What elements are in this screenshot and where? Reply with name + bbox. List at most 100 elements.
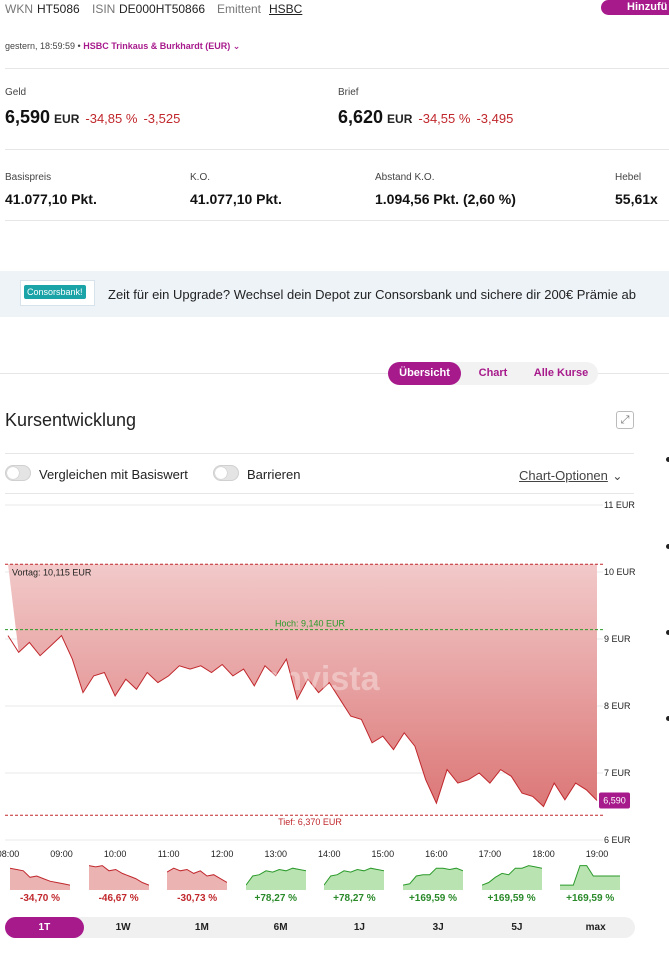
brief-value: 6,620 bbox=[338, 107, 384, 127]
mini-chart-graph bbox=[481, 865, 542, 890]
geld-value: 6,590 bbox=[5, 107, 51, 127]
mini-line bbox=[167, 867, 228, 883]
mini-chart-4[interactable]: +78,27 % bbox=[319, 862, 389, 904]
exchange-select[interactable]: HSBC Trinkaus & Burkhardt (EUR) ⌄ bbox=[83, 41, 241, 51]
brief-label: Brief bbox=[338, 87, 359, 98]
barriers-toggle[interactable] bbox=[213, 465, 239, 481]
price-line bbox=[7, 634, 598, 808]
mini-area bbox=[10, 868, 70, 890]
range-1m[interactable]: 1M bbox=[194, 922, 209, 933]
x-tick-label: 17:00 bbox=[479, 849, 502, 859]
mini-chart-1[interactable]: -46,67 % bbox=[84, 862, 154, 904]
mini-chart-change: -46,67 % bbox=[98, 893, 139, 904]
add-button[interactable]: Hinzufü bbox=[601, 0, 669, 15]
divider bbox=[598, 373, 669, 374]
divider bbox=[5, 68, 669, 69]
price-chart[interactable]: 6 EUR 7 EUR 8 EUR 9 EUR 10 EUR 11 EUR onvista… bbox=[0, 495, 640, 862]
mini-chart-graph bbox=[167, 867, 228, 890]
side-bullet bbox=[666, 630, 669, 635]
last-price-label: 6,590 bbox=[603, 795, 626, 805]
mini-chart-2[interactable]: -30,73 % bbox=[162, 862, 232, 904]
y-tick-label: 8 EUR bbox=[604, 701, 631, 711]
compare-toggle-label: Vergleichen mit Basiswert bbox=[39, 467, 188, 482]
price-area bbox=[8, 564, 597, 807]
mini-chart-change: -30,73 % bbox=[177, 893, 218, 904]
stat-value-basispreis: 41.077,10 Pkt. bbox=[5, 191, 97, 207]
instrument-id-bar: WKN HT5086 ISIN DE000HT50866 Emittent HS… bbox=[0, 0, 669, 20]
last-price-badge bbox=[599, 792, 630, 809]
mini-chart-change: +169,59 % bbox=[408, 893, 458, 904]
stat-label-basispreis: Basispreis bbox=[5, 172, 52, 183]
chevron-down-icon: ⌄ bbox=[612, 469, 623, 483]
mini-chart-graph bbox=[88, 865, 149, 890]
range-5j[interactable]: 5J bbox=[511, 922, 523, 933]
mini-area bbox=[167, 868, 228, 890]
range-1j[interactable]: 1J bbox=[353, 922, 365, 933]
stat-label-abstand: Abstand K.O. bbox=[375, 172, 435, 183]
emittent-label: Emittent bbox=[217, 2, 262, 16]
mini-chart-7[interactable]: +169,59 % bbox=[555, 862, 625, 904]
range-3j[interactable]: 3J bbox=[432, 922, 444, 933]
tab-uebersicht[interactable]: Übersicht bbox=[388, 362, 461, 385]
consorsbank-logo: Consorsbank! bbox=[20, 280, 95, 306]
mini-line bbox=[324, 867, 385, 886]
stat-label-hebel: Hebel bbox=[615, 172, 642, 183]
x-tick-label: 10:00 bbox=[104, 849, 127, 859]
mini-chart-change: -34,70 % bbox=[19, 893, 61, 904]
y-tick-label: 6 EUR bbox=[604, 835, 631, 845]
geld-label: Geld bbox=[5, 87, 27, 98]
x-tick-label: 09:00 bbox=[50, 849, 73, 859]
emittent-link[interactable]: HSBC bbox=[269, 2, 303, 16]
wkn-label: WKN bbox=[5, 2, 33, 16]
compare-toggle[interactable] bbox=[5, 465, 31, 481]
mini-line bbox=[10, 867, 70, 886]
mini-chart-graph bbox=[560, 865, 621, 890]
range-selector: 1T 1W 1M 6M 1J 3J 5J max bbox=[5, 917, 635, 938]
range-1t[interactable]: 1T bbox=[5, 917, 84, 938]
quote-time: gestern, 18:59:59 • bbox=[5, 41, 81, 51]
tab-chart[interactable]: Chart bbox=[478, 367, 508, 379]
tab-alle-kurse[interactable]: Alle Kurse bbox=[533, 367, 589, 379]
brief-change-pct: -34,55 % bbox=[418, 111, 471, 126]
mini-line bbox=[481, 865, 542, 886]
geld-change-abs: -3,525 bbox=[143, 111, 181, 126]
geld-currency: EUR bbox=[54, 112, 80, 126]
mini-chart-5[interactable]: +169,59 % bbox=[398, 862, 468, 904]
chart-options-link[interactable]: Chart-Optionen ⌄ bbox=[519, 468, 623, 483]
expand-icon[interactable]: ⤢ bbox=[616, 411, 634, 429]
mini-line bbox=[245, 867, 306, 886]
mini-chart-6[interactable]: +169,59 % bbox=[477, 862, 547, 904]
mini-chart-graph bbox=[245, 867, 306, 890]
stat-value-hebel: 55,61x bbox=[615, 191, 658, 207]
mini-chart-graph bbox=[403, 867, 463, 890]
x-tick-label: 12:00 bbox=[211, 849, 234, 859]
mini-line bbox=[88, 865, 149, 886]
range-1w[interactable]: 1W bbox=[115, 922, 131, 933]
x-tick-label: 15:00 bbox=[372, 849, 395, 859]
range-6m[interactable]: 6M bbox=[273, 922, 288, 933]
section-title: Kursentwicklung bbox=[5, 410, 137, 430]
promo-banner[interactable]: Consorsbank! Zeit für ein Upgrade? Wechs… bbox=[0, 271, 669, 317]
range-max[interactable]: max bbox=[585, 922, 606, 933]
mini-line bbox=[403, 867, 463, 886]
x-tick-label: 14:00 bbox=[318, 849, 341, 859]
mini-chart-0[interactable]: -34,70 % bbox=[5, 862, 75, 904]
divider bbox=[5, 493, 634, 494]
watermark: onvista bbox=[260, 660, 380, 698]
x-tick-label: 18:00 bbox=[532, 849, 555, 859]
y-tick-label: 10 EUR bbox=[604, 567, 636, 577]
previous-close-line-label: Vortag: 10,115 EUR bbox=[12, 567, 92, 577]
mini-chart-change: +169,59 % bbox=[487, 893, 536, 904]
isin-label: ISIN bbox=[92, 2, 116, 16]
mini-area bbox=[560, 865, 621, 890]
high-line-label: Hoch: 9,140 EUR bbox=[275, 619, 346, 629]
mini-area bbox=[245, 868, 306, 890]
geld-change-pct: -34,85 % bbox=[85, 111, 138, 126]
isin-value: DE000HT50866 bbox=[119, 2, 206, 16]
period-mini-charts: -34,70 % -46,67 % -30,73 % +78,27 % +78,27 %… bbox=[5, 862, 635, 910]
side-bullet bbox=[666, 544, 669, 549]
mini-chart-3[interactable]: +78,27 % bbox=[241, 862, 311, 904]
x-tick-label: 11:00 bbox=[158, 849, 180, 859]
y-tick-label: 11 EUR bbox=[604, 500, 635, 510]
mini-chart-change: +78,27 % bbox=[333, 893, 376, 904]
